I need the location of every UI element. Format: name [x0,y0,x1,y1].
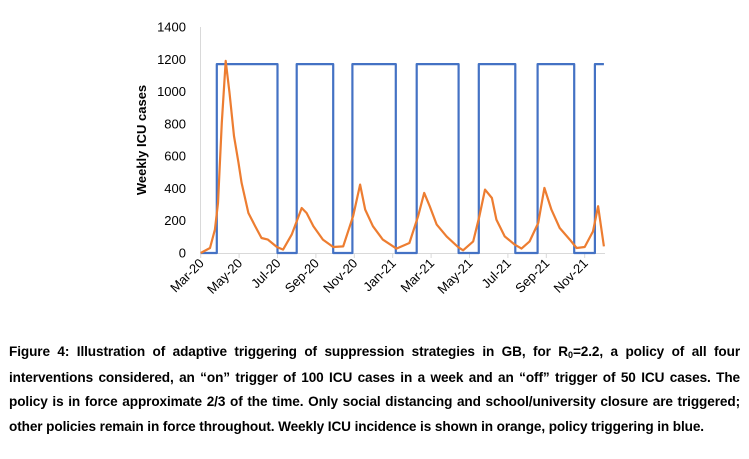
x-tick-label: May-20 [204,256,245,297]
y-axis-label: Weekly ICU cases [134,85,149,195]
y-axis-ticks: 0 200 400 600 800 1000 1200 1400 [157,20,186,261]
x-tick-label: Jan-21 [360,256,399,295]
x-tick-label: Jul-20 [248,256,284,292]
y-tick-label: 400 [164,181,186,196]
x-tick-label: Jul-21 [478,256,514,292]
y-tick-label: 1200 [157,52,186,67]
x-tick-label: Mar-21 [397,256,437,296]
policy-trigger-series [200,62,604,255]
caption-subscript: 0 [568,350,573,360]
x-tick-label: Nov-20 [320,256,360,296]
x-tick-label: Nov-21 [551,256,591,296]
y-tick-label: 800 [164,116,186,131]
caption-text-before: Figure 4: Illustration of adaptive trigg… [9,344,569,359]
x-tick-label: Mar-20 [167,256,207,296]
x-tick-label: Sep-20 [282,256,322,296]
y-tick-label: 200 [164,213,186,228]
caption-text-after: =2.2, a policy of all four interventions… [9,344,741,434]
y-tick-label: 600 [164,149,186,164]
icu-cases-series [200,59,605,254]
y-tick-label: 1000 [157,84,186,99]
series-group [200,59,605,255]
x-tick-label: Sep-21 [512,256,552,296]
figure-caption: Figure 4: Illustration of adaptive trigg… [9,340,740,439]
x-tick-label: May-21 [434,256,475,297]
y-tick-label: 0 [179,246,186,261]
y-tick-label: 1400 [157,20,186,35]
